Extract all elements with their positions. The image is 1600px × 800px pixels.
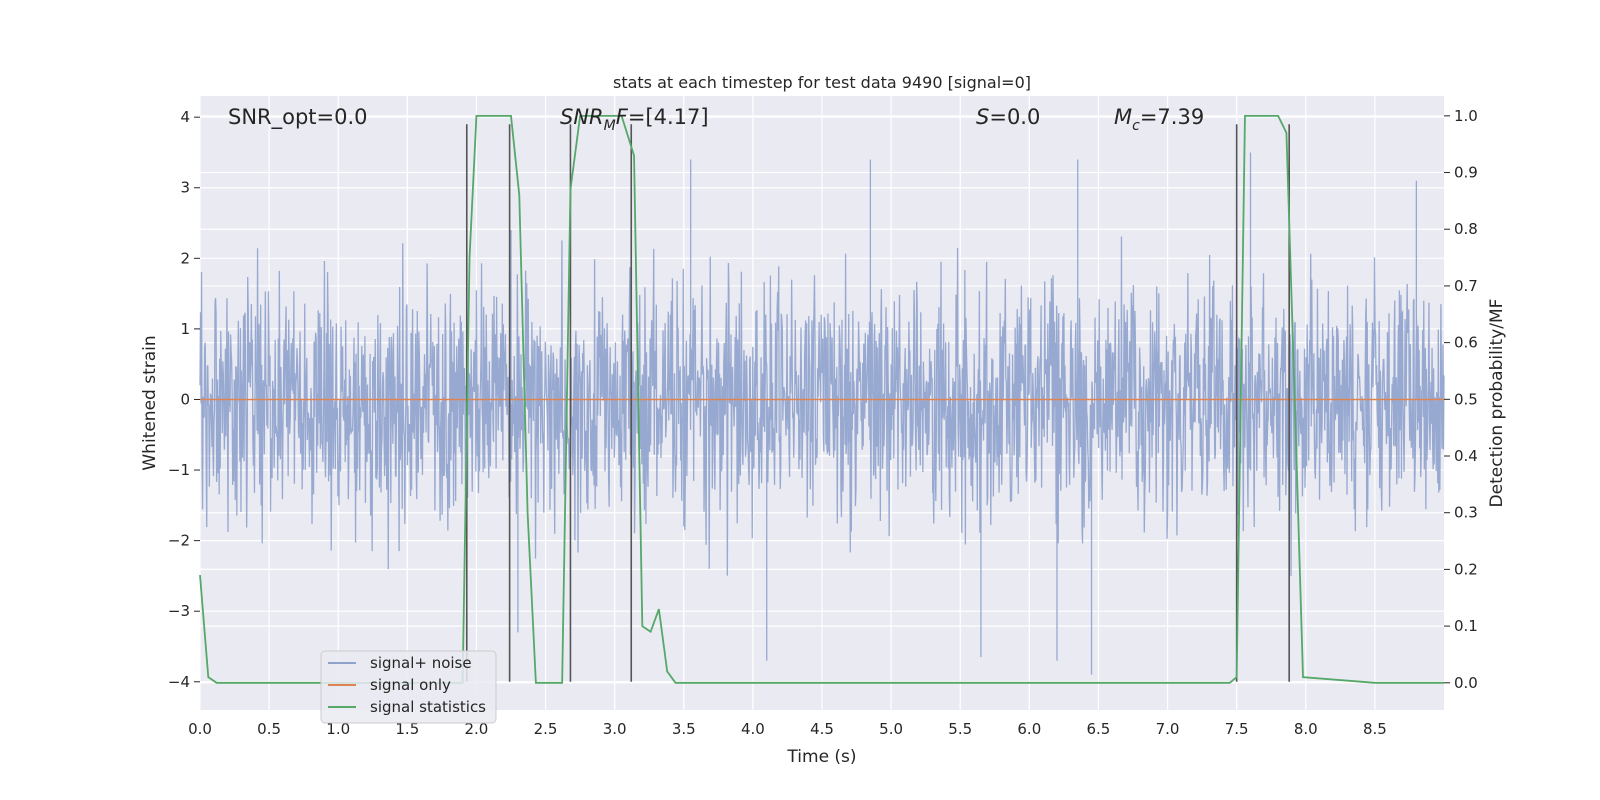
x-tick-label: 6.0 — [1017, 720, 1041, 738]
x-tick-label: 2.5 — [534, 720, 558, 738]
y-right-tick-label: 0.9 — [1454, 164, 1478, 182]
x-tick-label: 5.0 — [879, 720, 903, 738]
annotation-snr-opt: SNR_opt=0.0 — [228, 105, 368, 130]
series-signal-statistics-line — [199, 114, 1444, 684]
y-right-tick-label: 0.0 — [1454, 674, 1478, 692]
y-left-axis-label: Whitened strain — [140, 335, 160, 470]
x-tick-label: 1.0 — [326, 720, 350, 738]
y-right-tick-label: 0.4 — [1454, 447, 1478, 465]
legend-label-signal-statistics: signal statistics — [370, 698, 486, 716]
y-left-tick-label: −3 — [168, 602, 190, 620]
y-right-tick-label: 0.2 — [1454, 560, 1478, 578]
y-left-tick-label: −2 — [168, 532, 190, 550]
y-left-tick-label: −1 — [168, 461, 190, 479]
x-tick-label: 4.0 — [741, 720, 765, 738]
y-right-tick-label: 0.1 — [1454, 617, 1478, 635]
y-left-axis-ticks: −4 −3 −2 −1 0 1 2 3 4 — [168, 108, 200, 691]
x-tick-label: 4.5 — [810, 720, 834, 738]
y-right-tick-label: 0.3 — [1454, 504, 1478, 522]
y-right-tick-label: 1.0 — [1454, 107, 1478, 125]
annotation-s: S=0.0 — [976, 105, 1040, 129]
y-left-tick-label: −4 — [168, 673, 190, 691]
x-tick-label: 7.5 — [1225, 720, 1249, 738]
x-axis-ticks: 0.0 0.5 1.0 1.5 2.0 2.5 3.0 3.5 4.0 4.5 5.0 5.5 6.0 6… — [188, 720, 1387, 738]
x-tick-label: 8.5 — [1363, 720, 1387, 738]
y-right-tick-label: 0.6 — [1454, 334, 1478, 352]
legend-label-signal-only: signal only — [370, 676, 451, 694]
y-left-tick-label: 2 — [180, 249, 190, 267]
x-axis-label: Time (s) — [786, 747, 856, 767]
x-tick-label: 8.0 — [1294, 720, 1318, 738]
x-tick-label: 3.0 — [603, 720, 627, 738]
x-tick-label: 0.0 — [188, 720, 212, 738]
y-left-tick-label: 0 — [180, 390, 190, 408]
y-right-axis-label: Detection probability/MF — [1487, 299, 1507, 508]
x-tick-label: 2.0 — [465, 720, 489, 738]
x-tick-label: 6.5 — [1087, 720, 1111, 738]
y-left-tick-label: 1 — [180, 320, 190, 338]
y-left-tick-label: 4 — [180, 108, 190, 126]
chart-title: stats at each timestep for test data 949… — [613, 73, 1031, 92]
y-right-tick-label: 0.5 — [1454, 390, 1478, 408]
y-right-axis-ticks: 0.0 0.1 0.2 0.3 0.4 0.5 0.6 0.7 0.8 0.9 1.0 — [1444, 107, 1478, 692]
y-right-tick-label: 0.8 — [1454, 220, 1478, 238]
x-tick-label: 3.5 — [672, 720, 696, 738]
legend-box — [320, 650, 497, 724]
x-tick-label: 0.5 — [257, 720, 281, 738]
legend: signal+ noise signal only signal statist… — [320, 650, 497, 724]
annotation-snr-mf: SNRMF=[4.17] — [560, 105, 709, 134]
annotation-mc: Mc=7.39 — [1114, 105, 1204, 134]
x-tick-label: 7.0 — [1156, 720, 1180, 738]
x-tick-label: 5.5 — [948, 720, 972, 738]
y-left-tick-label: 3 — [180, 179, 190, 197]
legend-label-signal-noise: signal+ noise — [370, 654, 472, 672]
y-right-tick-label: 0.7 — [1454, 277, 1478, 295]
x-tick-label: 1.5 — [395, 720, 419, 738]
